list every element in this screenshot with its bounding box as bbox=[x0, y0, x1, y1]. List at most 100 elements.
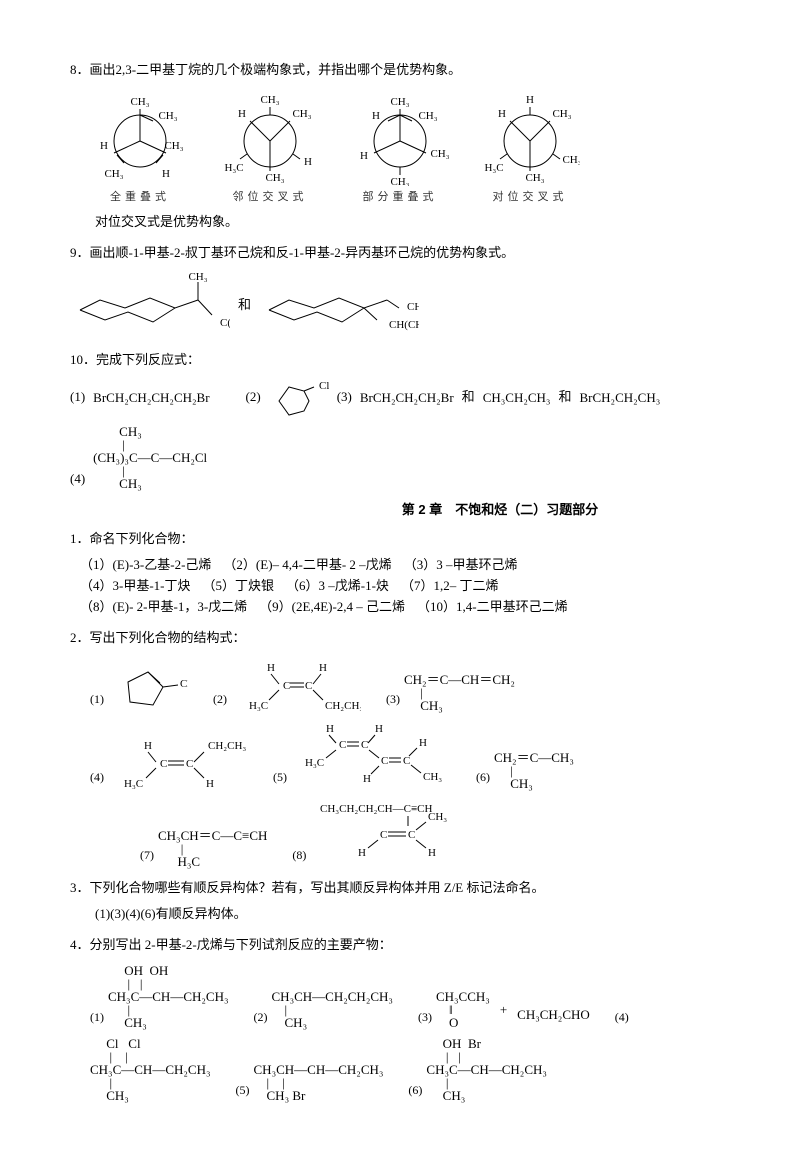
newman-4-svg: H CH₃ H CH₃ H₃C CH₃ bbox=[480, 91, 580, 186]
q10-f3b: CH₃CH₂CH₃ bbox=[483, 391, 551, 404]
svg-text:C: C bbox=[305, 680, 312, 692]
svg-text:CH₃: CH₃ bbox=[407, 301, 419, 313]
q8-text: 8．画出2,3-二甲基丁烷的几个极端构象式，并指出哪个是优势构象。 bbox=[70, 60, 730, 81]
p4-n3: (3) bbox=[418, 1008, 432, 1029]
q10-f2-svg: Cl bbox=[269, 377, 329, 419]
q9-text: 9．画出顺-1-甲基-2-叔丁基环己烷和反-1-甲基-2-异丙基环己烷的优势构象… bbox=[70, 243, 730, 264]
question-9: 9．画出顺-1-甲基-2-叔丁基环己烷和反-1-甲基-2-异丙基环己烷的优势构象… bbox=[70, 243, 730, 340]
svg-text:CH₃: CH₃ bbox=[164, 140, 183, 152]
chapter-title: 第 2 章 不饱和烃（二）习题部分 bbox=[270, 500, 730, 521]
q10-text: 10．完成下列反应式： bbox=[70, 350, 730, 371]
p4-n6: (6) bbox=[408, 1081, 422, 1102]
p4-f3a: CH₃CCH₃ ‖ O bbox=[436, 990, 490, 1029]
p2-n2: (2) bbox=[213, 690, 227, 711]
problem-1: 1．命名下列化合物： （1）(E)-3-乙基-2-己烯（2）(E)– 4,4-二… bbox=[70, 529, 730, 618]
p4-n4: (4) bbox=[615, 1008, 629, 1029]
svg-text:CH₃: CH₃ bbox=[390, 96, 409, 108]
p1-item: （1）(E)-3-乙基-2-己烯 bbox=[80, 555, 211, 576]
p4-n1: (1) bbox=[90, 1008, 104, 1029]
svg-text:CH₃: CH₃ bbox=[390, 176, 409, 186]
svg-text:H₃C: H₃C bbox=[124, 778, 143, 790]
p4-f6: OH Br | | CH₃C—CH—CH₂CH₃ | CH₃ bbox=[426, 1037, 547, 1102]
newman-2: H CH₃ CH₃ H H₃C CH₃ 邻位交叉式 bbox=[220, 91, 320, 207]
p2-f5-svg: H CC H H₃C CC CH₃ H H bbox=[291, 720, 451, 790]
p4-f3b: CH₃CH₂CHO bbox=[517, 1008, 590, 1029]
svg-text:CH₃: CH₃ bbox=[428, 811, 447, 823]
p2-f8-svg: CH₃CH₂CH₂CH—C≡CH CC H H CH₃ bbox=[310, 798, 510, 868]
p2-n8: (8) bbox=[292, 846, 306, 867]
p4-row1: (1) OH OH | | CH₃C—CH—CH₂CH₃ | CH₃ (2) C… bbox=[90, 964, 730, 1029]
svg-text:CH(CH₃)₂: CH(CH₃)₂ bbox=[389, 319, 419, 331]
q10-n1: (1) bbox=[70, 387, 85, 408]
svg-text:CH₃: CH₃ bbox=[552, 108, 571, 120]
q8-note: 对位交叉式是优势构象。 bbox=[95, 212, 730, 233]
p2-title: 2．写出下列化合物的结构式： bbox=[70, 628, 730, 649]
p2-f1-svg: CH₃ bbox=[108, 657, 188, 712]
p2-n6: (6) bbox=[476, 768, 490, 789]
svg-text:CH₃: CH₃ bbox=[525, 172, 544, 184]
svg-text:H: H bbox=[100, 140, 108, 152]
svg-text:CH₃: CH₃ bbox=[292, 108, 311, 120]
newman-4-label: 对位交叉式 bbox=[480, 189, 580, 207]
p4-f1: OH OH | | CH₃C—CH—CH₂CH₃ | CH₃ bbox=[108, 964, 229, 1029]
p2-f4-svg: H CH₂CH₃ CC H₃C H bbox=[108, 735, 248, 790]
p2-n3: (3) bbox=[386, 690, 400, 711]
p4-n2: (2) bbox=[254, 1008, 268, 1029]
svg-text:H₃C: H₃C bbox=[484, 162, 503, 174]
svg-text:CH₃: CH₃ bbox=[130, 96, 149, 108]
svg-text:H: H bbox=[358, 847, 366, 859]
svg-text:CH₃: CH₃ bbox=[418, 110, 437, 122]
svg-text:CH₃CH₂CH₂CH—C≡CH: CH₃CH₂CH₂CH—C≡CH bbox=[320, 803, 433, 815]
p3-answer: (1)(3)(4)(6)有顺反异构体。 bbox=[95, 904, 730, 925]
q8-diagrams: CH₃ H CH₃ CH₃ CH₃ H 全重叠式 H CH₃ CH₃ H H₃C… bbox=[90, 91, 730, 207]
p4-f5: CH₃CH—CH—CH₂CH₃ | | CH₃ Br bbox=[254, 1063, 384, 1102]
svg-text:CH₃: CH₃ bbox=[104, 168, 123, 180]
p2-n7: (7) bbox=[140, 846, 154, 867]
question-10: 10．完成下列反应式： (1) BrCH₂CH₂CH₂CH₂Br (2) Cl … bbox=[70, 350, 730, 490]
q10-n2: (2) bbox=[246, 387, 261, 408]
svg-text:C: C bbox=[380, 829, 387, 841]
svg-text:CH₃: CH₃ bbox=[180, 678, 188, 690]
p1-item: （10）1,4-二甲基环己二烯 bbox=[417, 597, 568, 618]
svg-text:CH₃: CH₃ bbox=[430, 148, 449, 160]
svg-text:H: H bbox=[326, 723, 334, 735]
p1-item: （9）(2E,4E)-2,4 – 己二烯 bbox=[259, 597, 405, 618]
q10-row1: (1) BrCH₂CH₂CH₂CH₂Br (2) Cl (3) BrCH₂CH₂… bbox=[70, 377, 730, 419]
q9-structures: CH₃ C(CH₃)₃ 和 CH₃ CH(CH₃)₂ bbox=[70, 270, 730, 340]
newman-1: CH₃ H CH₃ CH₃ CH₃ H 全重叠式 bbox=[90, 91, 190, 207]
svg-text:H: H bbox=[526, 94, 534, 106]
newman-3-label: 部分重叠式 bbox=[350, 189, 450, 207]
svg-text:H: H bbox=[360, 150, 368, 162]
p2-f3: CH₂＝C—CH＝CH₂ | CH₃ bbox=[404, 673, 515, 712]
newman-3-svg: CH₃ H CH₃ H CH₃ CH₃ bbox=[350, 91, 450, 186]
svg-text:H: H bbox=[144, 740, 152, 752]
p2-row1: (1) CH₃ (2) H H CC H₃C CH₂CH₃ (3) CH₂＝C—… bbox=[90, 657, 730, 712]
svg-text:CH₂CH₃: CH₂CH₃ bbox=[208, 740, 246, 752]
svg-text:CH₃: CH₃ bbox=[158, 110, 177, 122]
p2-f6: CH₂＝C—CH₃ | CH₃ bbox=[494, 751, 574, 790]
svg-text:C: C bbox=[361, 739, 368, 751]
q10-f1: BrCH₂CH₂CH₂CH₂Br bbox=[93, 391, 209, 404]
svg-text:C: C bbox=[283, 680, 290, 692]
svg-text:H: H bbox=[267, 662, 275, 674]
svg-text:H: H bbox=[162, 168, 170, 180]
p4-n5: (5) bbox=[236, 1081, 250, 1102]
p1-item: （7）1,2– 丁二烯 bbox=[401, 576, 499, 597]
problem-3: 3．下列化合物哪些有顺反异构体？若有，写出其顺反异构体并用 Z/E 标记法命名。… bbox=[70, 878, 730, 926]
svg-text:CH₃: CH₃ bbox=[265, 172, 284, 184]
q9-and: 和 bbox=[238, 295, 251, 316]
q10-f3c: BrCH₂CH₂CH₃ bbox=[579, 391, 660, 404]
chair-1-svg: CH₃ C(CH₃)₃ bbox=[70, 270, 230, 340]
svg-text:H: H bbox=[428, 847, 436, 859]
p2-f7: CH₃CH＝C—C≡CH | H₃C bbox=[158, 829, 267, 868]
svg-text:CH₂CH₃: CH₂CH₃ bbox=[325, 700, 361, 712]
svg-text:H: H bbox=[319, 662, 327, 674]
q10-n3: (3) bbox=[337, 387, 352, 408]
svg-text:Cl: Cl bbox=[319, 380, 329, 392]
newman-2-label: 邻位交叉式 bbox=[220, 189, 320, 207]
q10-and1: 和 bbox=[462, 387, 475, 408]
p1-item: （5）丁炔银 bbox=[203, 576, 275, 597]
svg-text:C: C bbox=[160, 758, 167, 770]
svg-text:H: H bbox=[419, 737, 427, 749]
p4-f4: Cl Cl | | CH₃C—CH—CH₂CH₃ | CH₃ bbox=[90, 1037, 211, 1102]
